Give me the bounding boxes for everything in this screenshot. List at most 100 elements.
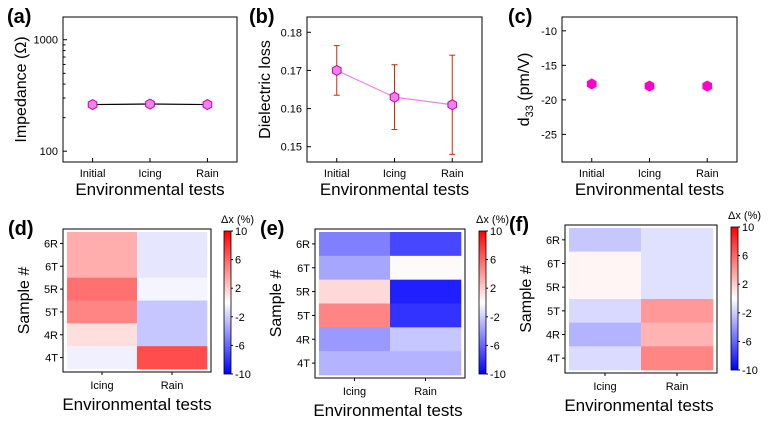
panel-label: (f) (509, 214, 529, 236)
y-tick-label: 4T (547, 353, 560, 365)
panel-e: (e) 6R 6T 5R 5T 4R 4T Icing Rain Environmental te… (260, 214, 509, 420)
data-point (447, 99, 458, 111)
panel-label: (a) (7, 6, 31, 28)
colorbar-tick-label: 6 (235, 255, 241, 267)
panel-d: (d) 6R 6T 5R 5T 4R 4T Icing Rain Environmental te… (8, 214, 254, 414)
panel-label: (d) (8, 218, 34, 240)
heatmap-cell (641, 346, 714, 371)
y-tick-label: -25 (541, 129, 557, 141)
y-tick-label: 4R (296, 334, 310, 346)
panel-a: (a) 100 1000 Initial Icing RainEnvironmental … (7, 6, 238, 199)
heatmap-cell (641, 251, 714, 276)
y-axis-title: Sample # (268, 270, 285, 338)
heatmap-cell (390, 255, 462, 280)
colorbar-tick-label: 6 (742, 251, 748, 263)
colorbar-tick-label: 10 (235, 226, 247, 238)
x-tick-label: Icing (638, 168, 661, 180)
y-tick-label: 0.16 (281, 104, 302, 116)
y-tick-label: 5R (296, 287, 310, 299)
data-point (87, 99, 98, 111)
x-axis-title: Environmental tests (62, 395, 211, 414)
heatmap-cell (319, 303, 391, 328)
heatmap-cell (641, 299, 714, 323)
heatmap-cell (641, 275, 714, 300)
colorbar-tick-label: 10 (742, 222, 754, 234)
heatmap-cell (137, 323, 208, 347)
heatmap-cell (319, 351, 391, 376)
heatmap-cell (390, 303, 462, 328)
heatmap-cell (390, 351, 462, 376)
y-tick-label: -20 (541, 95, 557, 107)
y-tick-label: -10 (541, 26, 557, 38)
colorbar-tick-label: -2 (490, 312, 500, 324)
colorbar-tick-label: -6 (742, 336, 752, 348)
y-tick-label: 0.17 (281, 65, 302, 77)
y-tick-label: 5T (297, 310, 310, 322)
data-point (331, 64, 342, 76)
heatmap-cell (67, 346, 138, 370)
x-axis-title: Environmental tests (313, 401, 462, 420)
data-point (644, 80, 655, 92)
colorbar (223, 230, 232, 375)
plot-frame (62, 16, 238, 163)
data-point (202, 99, 213, 111)
x-tick-label: Initial (324, 168, 350, 180)
x-tick-label: Icing (343, 386, 366, 398)
colorbar-title: Δx (%) (476, 214, 509, 226)
y-tick-label: 6T (547, 259, 560, 271)
x-tick-label: Rain (696, 168, 719, 180)
heatmap-cell (137, 232, 208, 256)
panel-label: (c) (508, 6, 532, 28)
heatmap-cell (569, 299, 642, 323)
panel-b: (b) 0.15 0.16 0.17 0.18 Initial Icing RainEnvir… (249, 6, 483, 199)
x-tick-label: Initial (80, 168, 106, 180)
y-tick-label: -15 (541, 60, 557, 72)
heatmap-cell (641, 322, 714, 347)
heatmap-cell (319, 232, 391, 257)
y-tick-label: 0.15 (281, 142, 302, 154)
x-axis-title: Environmental tests (75, 180, 224, 199)
colorbar-title: Δx (%) (221, 214, 254, 226)
heatmap-cell (67, 300, 138, 324)
y-axis-title-unit: (pm/V) (516, 53, 533, 105)
heatmap-cell (137, 254, 208, 278)
y-tick-label: 6R (546, 235, 560, 247)
x-tick-label: Initial (579, 168, 605, 180)
heatmap-cell (319, 279, 391, 304)
y-tick-label: 5R (44, 284, 58, 296)
colorbar-tick-label: 6 (490, 255, 496, 267)
heatmap-cell (569, 228, 642, 252)
heatmap-cell (137, 300, 208, 324)
y-tick-label: 100 (40, 146, 58, 158)
y-axis-title-sub: 33 (524, 105, 536, 117)
y-axis-title: d33 (pm/V) (516, 53, 536, 127)
heatmap-cell (67, 277, 138, 301)
data-point (586, 78, 597, 90)
colorbar-tick-label: 2 (490, 283, 496, 295)
panel-label: (e) (260, 218, 284, 240)
heatmap-cell (390, 232, 462, 257)
colorbar-tick-label: -10 (490, 369, 506, 381)
heatmap-cell (390, 327, 462, 352)
data-point (145, 98, 155, 110)
x-axis-title: Environmental tests (320, 180, 469, 199)
x-tick-label: Icing (383, 168, 406, 180)
y-axis-title: Sample # (16, 267, 33, 335)
x-tick-label: Icing (90, 380, 113, 392)
x-tick-label: Icing (593, 381, 616, 393)
y-tick-label: 0.18 (281, 27, 302, 39)
y-tick-label: 1000 (34, 35, 58, 47)
colorbar-tick-label: -10 (235, 369, 251, 381)
y-tick-label: 5T (547, 306, 560, 318)
y-axis-title: Dielectric loss (257, 40, 274, 139)
heatmap-cell (390, 279, 462, 304)
heatmap-cell (319, 327, 391, 352)
colorbar-tick-label: -6 (490, 340, 500, 352)
y-axis-title: Impedance (Ω) (13, 36, 30, 142)
colorbar-tick-label: -6 (235, 340, 245, 352)
x-tick-label: Rain (196, 168, 219, 180)
y-tick-label: 4T (45, 353, 58, 365)
x-tick-label: Rain (414, 386, 437, 398)
colorbar-tick-label: 2 (235, 283, 241, 295)
panel-label: (b) (249, 6, 275, 28)
